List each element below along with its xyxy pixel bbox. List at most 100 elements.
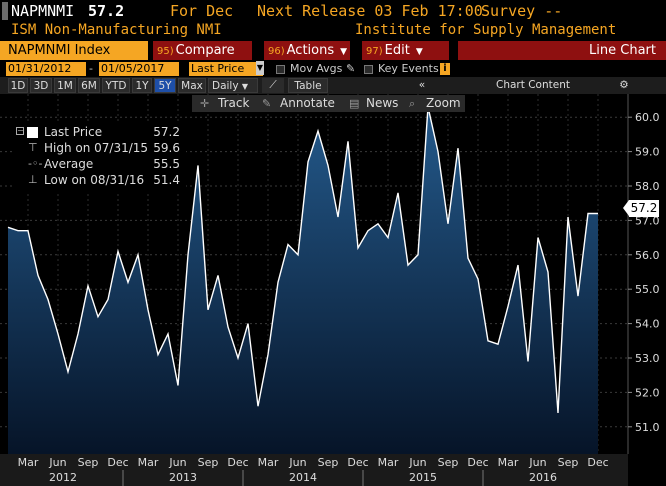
chart-name-button[interactable]: Line Chart bbox=[458, 41, 666, 60]
compare-button[interactable]: 95) Compare bbox=[153, 41, 252, 60]
range-5y-button[interactable]: 5Y bbox=[154, 78, 176, 93]
edit-num: 97) bbox=[366, 46, 383, 57]
collapse-icon[interactable]: − bbox=[16, 126, 24, 135]
date-separator: - bbox=[89, 62, 93, 75]
x-tick-label: Dec bbox=[467, 456, 488, 469]
y-tick-label: 52.0 bbox=[635, 386, 660, 399]
actions-label: Actions bbox=[286, 43, 335, 58]
frequency-select[interactable]: Daily ▼ bbox=[208, 78, 258, 93]
x-year-label: 2013 bbox=[169, 471, 197, 484]
compare-label: Compare bbox=[175, 43, 235, 58]
zoom-button[interactable]: Zoom bbox=[426, 96, 461, 110]
edit-button[interactable]: 97) Edit ▼ bbox=[362, 41, 449, 60]
gear-icon[interactable]: ⚙ bbox=[619, 79, 629, 91]
frequency-label: Daily bbox=[212, 80, 239, 92]
y-tick-label: 55.0 bbox=[635, 283, 660, 296]
ticker-symbol[interactable]: NAPMNMI bbox=[11, 2, 75, 20]
security-description: ISM Non-Manufacturing NMI bbox=[11, 22, 222, 38]
period-label: For Dec bbox=[170, 2, 234, 20]
x-tick-label: Dec bbox=[587, 456, 608, 469]
legend-high: ⊤ High on 07/31/15 59.6 bbox=[14, 140, 186, 156]
x-tick-label: Jun bbox=[48, 456, 66, 469]
x-tick-label: Sep bbox=[318, 456, 339, 469]
x-tick-label: Sep bbox=[198, 456, 219, 469]
key-events-label: Key Events bbox=[378, 62, 439, 75]
line-chart-icon[interactable]: ⟋ bbox=[262, 78, 284, 93]
price-area bbox=[8, 106, 598, 455]
legend-value: 51.4 bbox=[153, 173, 180, 187]
x-tick-label: Jun bbox=[288, 456, 306, 469]
legend-low: ⊥ Low on 08/31/16 51.4 bbox=[14, 172, 186, 188]
next-release-label: Next Release 03 Feb 17:00 bbox=[257, 2, 483, 20]
x-tick-label: Jun bbox=[408, 456, 426, 469]
x-tick-label: Mar bbox=[18, 456, 39, 469]
price-field-select[interactable]: Last Price bbox=[189, 62, 263, 76]
survey-label: Survey -- bbox=[481, 2, 563, 20]
y-tick-label: 51.0 bbox=[635, 421, 660, 434]
legend-label: High on 07/31/15 bbox=[44, 141, 149, 155]
track-button[interactable]: Track bbox=[218, 96, 250, 110]
range-6m-button[interactable]: 6M bbox=[78, 78, 100, 93]
mov-avgs-label: Mov Avgs bbox=[290, 62, 343, 75]
range-ytd-button[interactable]: YTD bbox=[102, 78, 130, 93]
range-max-button[interactable]: Max bbox=[178, 78, 206, 93]
x-tick-label: Mar bbox=[138, 456, 159, 469]
line-chart[interactable]: 51.0 52.0 53.0 54.0 55.0 56.0 57.0 58.0 59.0 60.0… bbox=[0, 94, 666, 486]
annotate-button[interactable]: Annotate bbox=[280, 96, 335, 110]
legend-value: 57.2 bbox=[153, 125, 180, 139]
controls-bar: 01/31/2012 - 01/05/2017 Last Price ▼ Mov… bbox=[0, 61, 666, 77]
compare-num: 95) bbox=[157, 46, 174, 57]
end-date-input[interactable]: 01/05/2017 bbox=[99, 62, 179, 76]
chevron-down-icon[interactable]: ▼ bbox=[256, 61, 264, 75]
x-tick-label: Sep bbox=[438, 456, 459, 469]
legend-average: -◦- Average 55.5 bbox=[14, 156, 186, 172]
start-date-input[interactable]: 01/31/2012 bbox=[6, 62, 86, 76]
legend-value: 59.6 bbox=[153, 141, 180, 155]
legend-label: Average bbox=[44, 157, 94, 171]
legend-last-price[interactable]: − Last Price 57.2 bbox=[14, 124, 186, 140]
pencil-icon: ✎ bbox=[262, 97, 272, 110]
average-marker-icon: -◦- bbox=[28, 157, 43, 170]
actions-button[interactable]: 96) Actions ▼ bbox=[264, 41, 350, 60]
range-1m-button[interactable]: 1M bbox=[54, 78, 76, 93]
range-bar: 1D 3D 1M 6M YTD 1Y 5Y Max Daily ▼ ⟋ Tabl… bbox=[0, 77, 666, 94]
security-field[interactable]: NAPMNMI Index bbox=[0, 41, 148, 60]
magnifier-icon: ⌕ bbox=[409, 97, 416, 110]
y-axis: 51.0 52.0 53.0 54.0 55.0 56.0 57.0 58.0 59.0 60.0 bbox=[628, 111, 660, 434]
range-3d-button[interactable]: 3D bbox=[30, 78, 52, 93]
chart-toolbar: ✛ Track ✎ Annotate ▤ News ⌕ Zoom bbox=[192, 95, 465, 112]
y-tick-label: 56.0 bbox=[635, 249, 660, 262]
edit-label: Edit bbox=[384, 43, 410, 58]
actions-num: 96) bbox=[268, 46, 285, 57]
x-tick-label: Mar bbox=[258, 456, 279, 469]
x-tick-label: Sep bbox=[558, 456, 579, 469]
x-tick-label: Dec bbox=[107, 456, 128, 469]
y-tick-label: 58.0 bbox=[635, 180, 660, 193]
table-button[interactable]: Table bbox=[288, 78, 328, 93]
y-tick-label: 59.0 bbox=[635, 146, 660, 159]
range-1d-button[interactable]: 1D bbox=[8, 78, 28, 93]
legend: − Last Price 57.2 ⊤ High on 07/31/15 59.… bbox=[14, 124, 186, 192]
last-value: 57.2 bbox=[88, 2, 125, 20]
command-bar: NAPMNMI Index 95) Compare 96) Actions ▼ 97)… bbox=[0, 41, 666, 61]
price-line[interactable] bbox=[7, 106, 598, 414]
chart-content-button[interactable]: Chart Content bbox=[496, 79, 570, 91]
mov-avgs-checkbox[interactable] bbox=[276, 65, 285, 74]
pencil-icon[interactable]: ✎ bbox=[346, 62, 356, 75]
news-button[interactable]: News bbox=[366, 96, 399, 110]
data-source: Institute for Supply Management bbox=[355, 22, 617, 38]
x-tick-label: Mar bbox=[498, 456, 519, 469]
low-marker-icon: ⊥ bbox=[28, 173, 38, 186]
x-tick-label: Dec bbox=[227, 456, 248, 469]
y-tick-label: 60.0 bbox=[635, 111, 660, 124]
x-axis: Mar Jun Sep Dec Mar Jun Sep Dec Mar Jun Sep Dec Mar J… bbox=[18, 456, 609, 486]
collapse-left-icon[interactable]: « bbox=[418, 79, 426, 91]
header-bar: NAPMNMI 57.2 For Dec Next Release 03 Feb… bbox=[0, 0, 666, 22]
x-tick-label: Jun bbox=[528, 456, 546, 469]
range-1y-button[interactable]: 1Y bbox=[132, 78, 152, 93]
x-tick-label: Jun bbox=[168, 456, 186, 469]
key-events-checkbox[interactable] bbox=[364, 65, 373, 74]
legend-label: Low on 08/31/16 bbox=[44, 173, 145, 187]
info-icon[interactable]: i bbox=[440, 63, 450, 75]
y-tick-label: 53.0 bbox=[635, 352, 660, 365]
